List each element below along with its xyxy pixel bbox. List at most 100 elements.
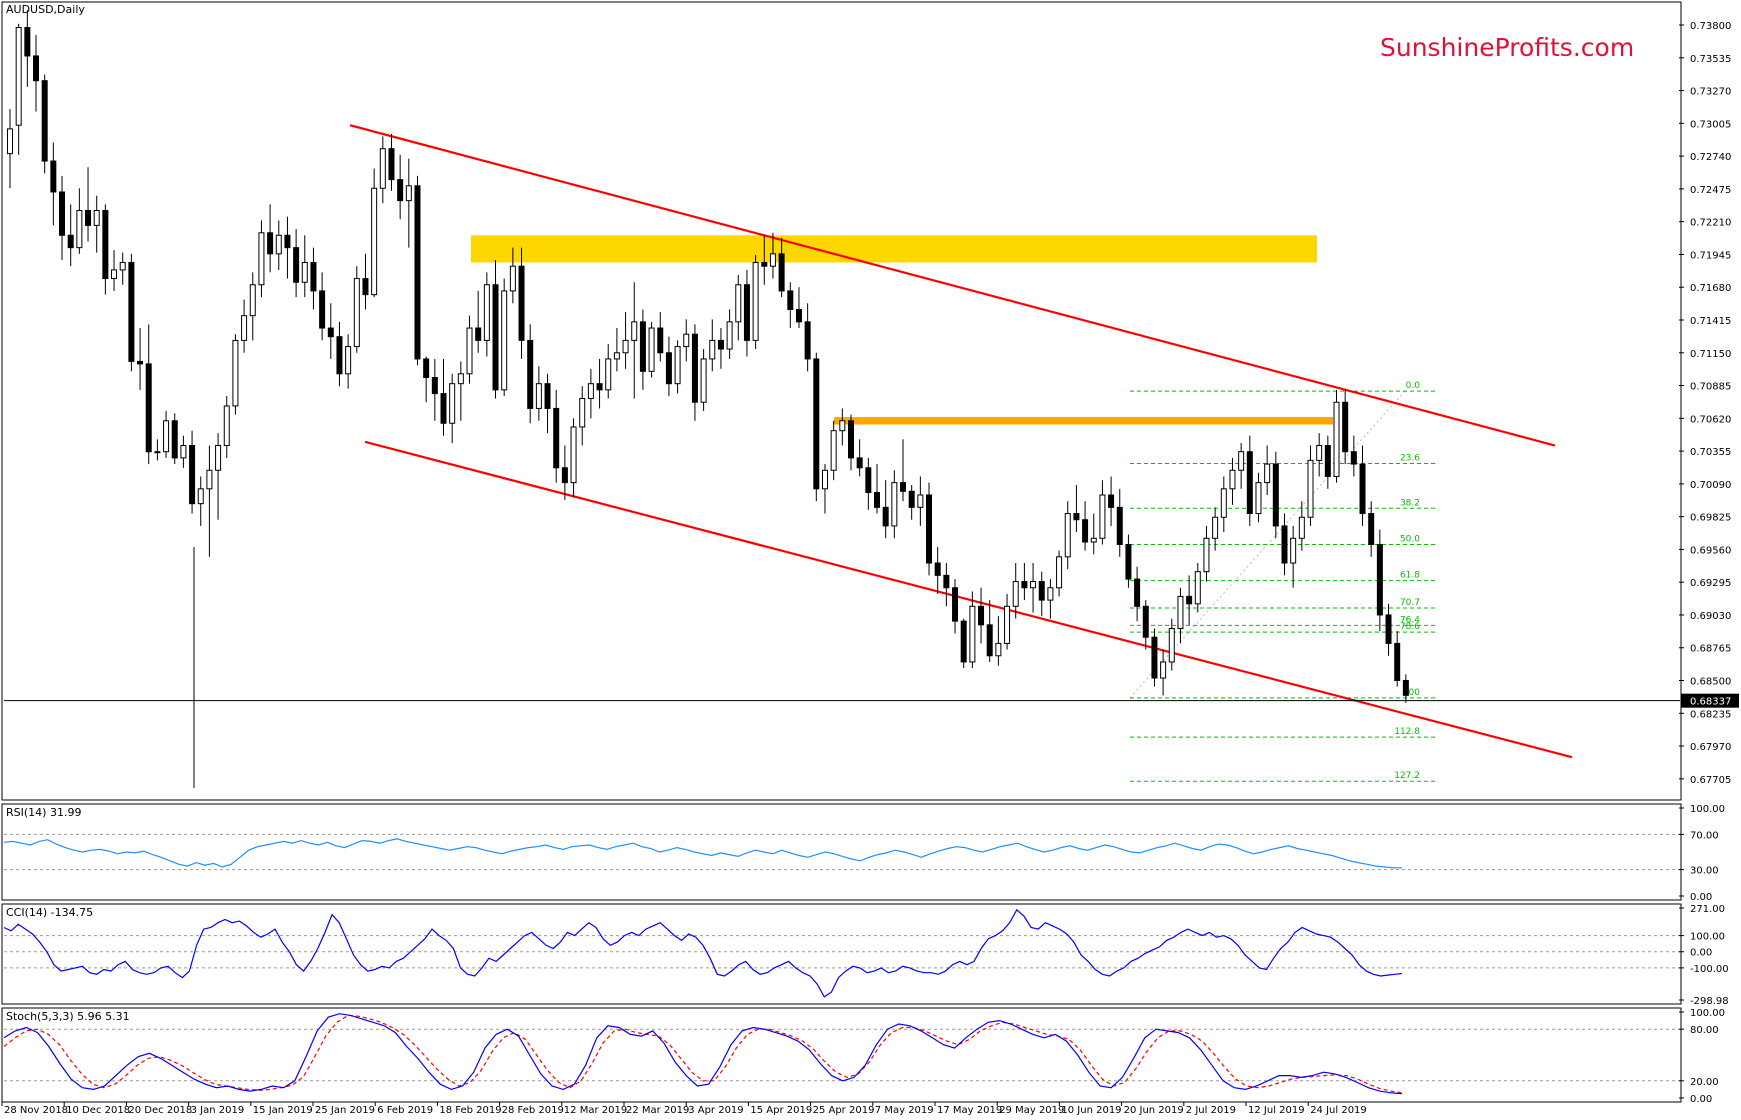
candle-bearish [1350,451,1357,465]
candle-bullish [371,187,378,296]
cci-axis: 271.00 100.00 0.00 -100.00 -298.98 [1679,904,1729,1007]
time-tick-label: 15 Jan 2019 [253,1105,313,1116]
time-tick-label: 28 Feb 2019 [502,1105,564,1116]
candle-bearish [1342,401,1349,453]
price-tick-label: 0.73800 [1690,21,1731,32]
price-tick-label: 0.71945 [1690,250,1731,261]
candle-bearish [362,278,369,296]
candle-bearish [1186,595,1193,605]
candle-bearish [267,232,274,255]
candle-bullish [631,321,638,341]
candle-bearish [492,284,499,391]
candle-bearish [553,407,560,469]
axis-tick-label: -298.98 [1690,996,1729,1007]
candle-bullish [613,352,620,360]
price-tick-label: 0.73005 [1690,119,1731,130]
candle-bearish [1108,494,1115,508]
candle-bullish [232,339,239,407]
candle-bearish [1073,513,1080,521]
candle-bullish [180,445,187,459]
time-tick-label: 20 Jun 2019 [1124,1105,1184,1116]
stochastic-panel[interactable]: 100.00 80.00 20.00 0.00 Stoch(5,3,3) 5.96 5… [1,1007,1725,1105]
rsi-panel[interactable]: 100.00 70.00 30.00 0.00 RSI(14) 31.99 [1,803,1725,903]
time-tick-label: 24 Jul 2019 [1310,1105,1367,1116]
time-tick-label: 20 Dec 2018 [128,1105,192,1116]
stochastic-signal-line [3,1014,1403,1094]
fibonacci-level-label: 0.0 [1406,381,1421,391]
candle-bearish [475,327,482,341]
candle-bullish [891,482,898,527]
candle-bullish [535,383,542,409]
candle-bearish [1376,543,1383,616]
candle-bearish [440,393,447,424]
candle-bearish [1324,445,1331,477]
price-tick-label: 0.69030 [1690,611,1731,622]
rsi-line [3,838,1402,869]
fibonacci-level-label: 100 [1403,688,1420,698]
rsi-label: RSI(14) 31.99 [6,806,81,819]
candle-bullish [683,333,690,348]
price-tick-label: 0.68500 [1690,677,1731,688]
price-panel[interactable]: 0.0 23.6 38.2 50.0 61.8 70.7 76.478.6 100 112.8 1… [1,1,1739,801]
candle-bullish [301,261,308,283]
candle-bullish [258,232,265,286]
fibonacci-trendline [1129,390,1406,699]
price-axis[interactable]: 0.73800 0.73535 0.73270 0.73005 0.72740 0.724… [1679,21,1731,786]
time-tick-label: 22 Mar 2019 [626,1105,689,1116]
candle-bearish [145,363,152,453]
candle-bearish [85,210,92,226]
price-channel[interactable] [349,124,1573,759]
candle-bearish [1272,463,1279,527]
axis-tick-label: 0.00 [1690,892,1712,903]
candle-bullish [579,398,586,428]
candle-bearish [1038,581,1045,601]
candle-bearish [423,358,430,379]
stochastic-panel-frame [1,1007,1682,1103]
candle-bullish [1030,581,1037,589]
time-tick-label: 18 Feb 2019 [439,1105,501,1116]
candle-bullish [995,642,1002,657]
fibonacci-level-label: 38.2 [1400,498,1420,508]
candle-bullish [483,284,490,341]
time-tick-label: 28 Nov 2018 [4,1105,68,1116]
candle-bullish [1238,451,1245,471]
price-tick-label: 0.69295 [1690,578,1731,589]
candle-bullish [249,284,256,317]
candle-bullish [1160,661,1167,679]
price-tick-label: 0.68235 [1690,709,1731,720]
price-tick-label: 0.70355 [1690,447,1731,458]
channel-lower-line [364,440,1573,759]
candle-bearish [691,333,698,403]
fibonacci-level-label: 76.4 [1400,615,1420,625]
candle-bearish [67,234,74,249]
candle-bearish [1385,614,1392,644]
cci-panel-frame [1,903,1682,1005]
candle-bearish [137,360,144,365]
price-tick-label: 0.71680 [1690,283,1731,294]
candle-bearish [900,482,907,492]
candle-bullish [1333,401,1340,477]
candle-bullish [1004,605,1011,644]
rsi-axis: 100.00 70.00 30.00 0.00 [1679,804,1725,903]
candle-bullish [570,426,577,484]
candle-bearish [865,467,872,494]
candle-bearish [1116,506,1123,545]
candle-bearish [527,339,534,409]
rsi-panel-frame [1,803,1682,901]
candle-bullish [405,185,412,202]
fibonacci-level-label: 23.6 [1400,453,1420,463]
candle-bearish [24,26,31,57]
candle-bearish [50,160,57,193]
candle-bearish [761,261,768,267]
candle-bullish [215,445,222,471]
cci-panel[interactable]: 271.00 100.00 0.00 -100.00 -298.98 CCI(14) -… [1,903,1729,1007]
time-tick-label: 12 Mar 2019 [564,1105,627,1116]
channel-upper-line [349,124,1556,447]
candle-bullish [1264,463,1271,484]
candle-bearish [1125,543,1132,580]
fibonacci-level-label: 50.0 [1400,534,1420,544]
price-tick-label: 0.68765 [1690,644,1731,655]
